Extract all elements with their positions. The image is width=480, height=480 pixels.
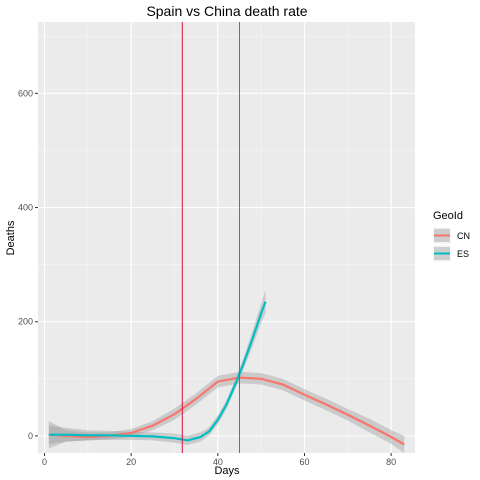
- series-line-es: [48, 301, 267, 442]
- ci-band-cn: [48, 371, 405, 453]
- y-axis-label: Deaths: [5, 220, 17, 255]
- grid-major: [38, 22, 415, 453]
- ci-ribbons: [48, 290, 405, 453]
- legend: GeoId CN ES: [432, 210, 470, 263]
- chart-title: Spain vs China death rate: [146, 3, 307, 19]
- x-tick-label: 40: [213, 457, 223, 467]
- y-tick-label: 400: [18, 203, 33, 213]
- legend-title: GeoId: [433, 210, 463, 222]
- x-tick-label: 0: [42, 457, 47, 467]
- ci-band-es: [48, 290, 266, 445]
- x-tick-label: 80: [386, 457, 396, 467]
- x-tick-label: 60: [299, 457, 309, 467]
- plot-panel: [38, 22, 415, 453]
- x-axis-label: Days: [214, 465, 240, 477]
- y-tick-label: 600: [18, 88, 33, 98]
- y-tick-label: 0: [28, 431, 33, 441]
- legend-label-es: ES: [457, 249, 469, 259]
- legend-label-cn: CN: [457, 231, 470, 241]
- x-tick-label: 20: [126, 457, 136, 467]
- legend-items: CN ES: [432, 226, 470, 263]
- series-lines: [48, 301, 405, 446]
- x-axis: 0 20 40 60 80: [42, 453, 396, 467]
- y-axis: 0 200 400 600: [18, 88, 38, 441]
- vertical-lines: [181, 22, 240, 453]
- y-tick-label: 200: [18, 317, 33, 327]
